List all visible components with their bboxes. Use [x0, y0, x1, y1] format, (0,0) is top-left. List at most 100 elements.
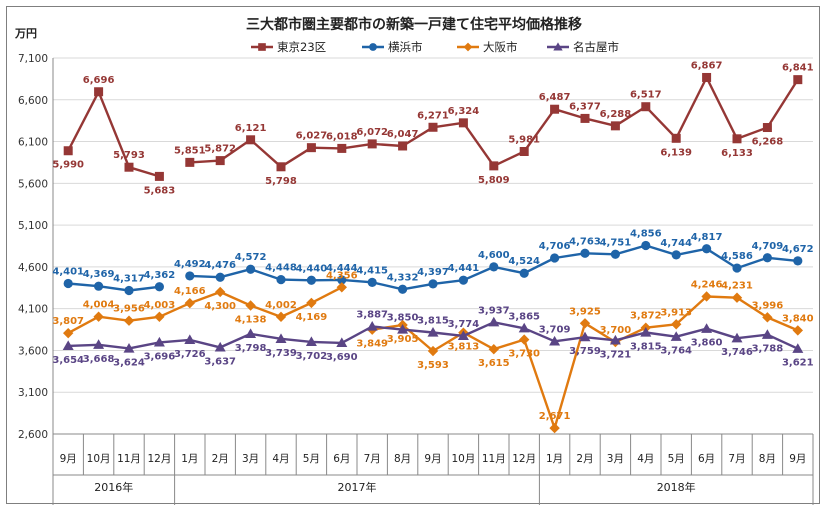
data-label: 4,231	[721, 281, 753, 292]
data-label: 3,690	[326, 352, 358, 363]
data-point	[336, 337, 348, 348]
data-point	[519, 334, 530, 345]
data-label: 4,448	[265, 263, 297, 274]
data-point	[671, 319, 682, 330]
series-line-0	[67, 90, 160, 178]
data-point	[275, 311, 287, 323]
data-label: 6,841	[782, 63, 814, 74]
data-label: 5,793	[113, 150, 145, 161]
data-point	[550, 253, 560, 263]
data-label: 4,524	[508, 256, 540, 267]
data-label: 6,696	[83, 75, 115, 86]
data-point	[123, 315, 135, 326]
data-label: 4,003	[144, 300, 176, 311]
data-label: 3,774	[448, 319, 480, 330]
data-point	[154, 171, 164, 181]
data-point	[337, 143, 347, 153]
data-label: 6,121	[235, 123, 267, 134]
data-label: 4,440	[296, 263, 328, 274]
data-point	[702, 244, 712, 254]
data-point	[306, 143, 316, 153]
data-point	[367, 139, 377, 149]
data-label: 6,271	[417, 110, 449, 121]
data-label: 3,807	[52, 316, 84, 327]
data-label: 4,444	[326, 263, 358, 274]
data-point	[124, 162, 134, 172]
data-label: 3,637	[204, 356, 236, 367]
data-point	[610, 121, 620, 131]
data-label: 3,860	[691, 338, 723, 349]
series-line-0	[189, 76, 799, 169]
data-point	[398, 284, 408, 294]
data-label: 3,813	[448, 342, 480, 353]
data-label: 4,600	[478, 250, 510, 261]
data-point	[549, 422, 560, 434]
data-point	[63, 146, 73, 156]
data-point	[94, 87, 104, 97]
data-label: 4,586	[721, 251, 753, 262]
y-tick-label: 3,100	[18, 387, 48, 399]
data-point	[731, 292, 743, 303]
data-label: 6,517	[630, 90, 662, 101]
x-tick-label: 7月	[728, 453, 745, 465]
data-point	[641, 102, 651, 112]
data-label: 3,759	[569, 346, 601, 357]
data-label: 6,027	[296, 131, 328, 142]
data-point	[519, 268, 529, 278]
data-point	[762, 253, 773, 263]
data-label: 5,798	[265, 176, 297, 187]
data-label: 5,981	[508, 134, 540, 145]
data-label: 6,377	[569, 101, 601, 112]
legend-marker-1	[369, 43, 377, 51]
data-label: 5,683	[144, 185, 176, 196]
data-point	[63, 327, 74, 339]
data-label: 6,133	[721, 148, 753, 159]
data-point	[214, 341, 226, 352]
data-label: 3,624	[113, 357, 145, 368]
data-label: 4,317	[113, 274, 145, 285]
data-label: 3,668	[83, 354, 115, 365]
data-point	[762, 123, 772, 133]
data-point	[428, 279, 438, 289]
data-label: 3,887	[356, 309, 388, 320]
data-point	[579, 331, 591, 342]
legend-label: 大阪市	[483, 40, 518, 54]
legend-label: 名古屋市	[573, 40, 619, 54]
data-label: 6,047	[387, 129, 419, 140]
data-label: 3,840	[782, 313, 814, 324]
x-tick-label: 4月	[637, 453, 654, 465]
data-point	[427, 345, 439, 357]
data-label: 4,856	[630, 228, 662, 239]
x-tick-label: 6月	[698, 453, 715, 465]
x-tick-label: 9月	[60, 453, 77, 465]
data-point	[609, 334, 621, 345]
data-point	[610, 249, 621, 259]
data-label: 3,872	[630, 311, 662, 322]
data-label: 6,018	[326, 131, 358, 142]
data-label: 6,487	[539, 92, 571, 103]
data-label: 3,764	[660, 346, 692, 357]
data-label: 3,788	[752, 344, 784, 355]
legend-marker-2	[463, 42, 473, 52]
data-label: 3,709	[539, 324, 571, 335]
data-label: 4,672	[782, 244, 814, 255]
data-point	[245, 300, 256, 311]
data-label: 6,268	[752, 137, 784, 148]
x-tick-label: 1月	[181, 453, 198, 465]
data-point	[427, 326, 439, 337]
data-label: 3,956	[113, 304, 145, 315]
data-label: 4,332	[387, 272, 419, 283]
data-point	[336, 282, 347, 293]
x-tick-label: 4月	[272, 453, 289, 465]
data-label: 5,990	[52, 160, 84, 171]
data-point	[366, 320, 378, 331]
x-tick-label: 8月	[394, 453, 411, 465]
data-label: 4,572	[235, 252, 267, 263]
data-label: 4,401	[52, 267, 84, 278]
data-label: 3,865	[508, 311, 540, 322]
data-label: 3,721	[600, 349, 632, 360]
x-year-label: 2018年	[657, 480, 696, 494]
data-label: 6,072	[356, 127, 388, 138]
data-point	[276, 274, 286, 285]
data-point	[184, 297, 195, 309]
